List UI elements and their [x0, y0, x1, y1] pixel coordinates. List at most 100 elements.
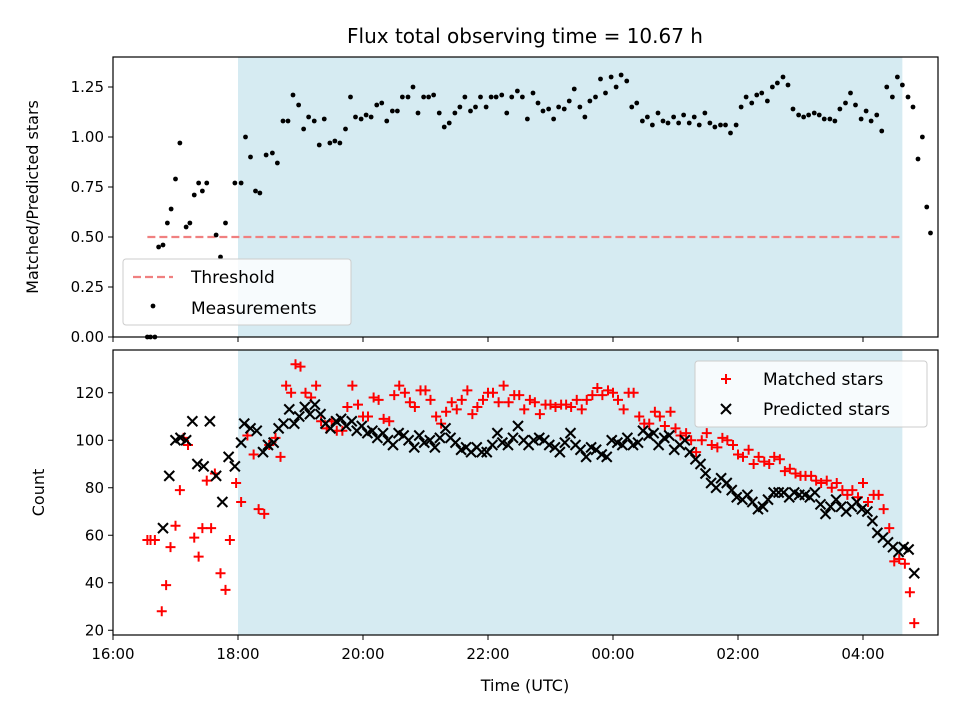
cross-stroke-b — [814, 498, 827, 511]
cross-stroke-b — [244, 422, 257, 435]
measurement-point — [337, 140, 343, 146]
matched-star-point — [456, 394, 467, 405]
measurement-point — [374, 102, 380, 108]
measurement-point — [535, 100, 541, 106]
cross-stroke-b — [585, 441, 597, 454]
predicted-star-point — [574, 444, 587, 456]
matched-star-point — [873, 489, 884, 500]
matched-star-point — [394, 380, 405, 391]
measurement-point — [629, 104, 635, 110]
measurement-point — [743, 94, 749, 100]
measurement-point — [473, 104, 478, 110]
matched-star-point — [342, 402, 353, 412]
measurement-point — [493, 94, 499, 100]
cross-stroke-b — [288, 417, 300, 430]
cross-stroke-b — [799, 489, 811, 501]
measurement-point — [754, 92, 760, 98]
y-tick-label: 120 — [75, 384, 104, 402]
matched-star-point — [446, 397, 457, 408]
measurement-point — [296, 102, 302, 108]
matched-star-point — [806, 470, 817, 481]
threshold-legend-label: Threshold — [190, 268, 275, 288]
cross-stroke-b — [637, 425, 649, 437]
predicted-star-point — [335, 413, 347, 425]
measurement-point — [269, 150, 275, 156]
measurement-point — [811, 110, 817, 116]
cross-stroke-b — [574, 444, 587, 456]
predicted-star-point — [324, 422, 337, 435]
predicted-star-point — [299, 401, 311, 413]
top-x-ticks — [112, 337, 864, 342]
matched-star-point — [831, 478, 842, 488]
cross-stroke-b — [721, 477, 733, 489]
x-tick-label: 04:00 — [841, 645, 884, 663]
measurement-point — [253, 188, 258, 194]
cross-stroke-b — [229, 460, 241, 473]
matched-star-point — [764, 459, 775, 469]
predicted-star-point — [507, 432, 519, 444]
predicted-star-point — [580, 451, 592, 463]
cross-stroke-b — [210, 470, 222, 482]
measurement-point — [177, 140, 183, 146]
measurement-point — [587, 98, 593, 104]
matched-star-point — [665, 406, 676, 417]
measurement-point — [894, 74, 900, 80]
cross-stroke-b — [861, 505, 874, 518]
predicted-star-point — [564, 427, 577, 439]
matched-star-point — [550, 402, 561, 412]
predicted-star-point — [204, 415, 216, 427]
measurement-point — [183, 224, 189, 230]
matched-star-point — [878, 504, 889, 515]
matched-star-point — [534, 409, 545, 420]
predicted-star-point — [601, 451, 613, 463]
y-tick-label: 100 — [75, 431, 104, 449]
predicted-star-point — [439, 422, 452, 435]
predicted-star-point — [387, 439, 399, 451]
measurement-point — [368, 114, 374, 120]
measurement-point — [577, 104, 583, 110]
predicted-star-point — [283, 403, 295, 416]
predicted-legend-swatch — [720, 403, 732, 415]
predicted-star-point — [429, 441, 441, 454]
measurement-point — [790, 106, 796, 112]
matched-star-point — [420, 385, 431, 396]
measurement-point — [405, 94, 411, 100]
predicted-legend-marker — [720, 403, 732, 415]
cross-stroke-b — [684, 446, 696, 458]
matched-star-point — [686, 435, 697, 446]
measurement-point — [204, 180, 210, 186]
measurement-points — [144, 72, 933, 340]
matched-star-point — [259, 508, 270, 519]
matched-star-point — [670, 423, 681, 434]
matched-star-point — [576, 404, 587, 415]
matched-star-point — [644, 418, 655, 429]
top-legend-box — [122, 258, 352, 326]
measurement-point — [238, 180, 244, 186]
cross-stroke-b — [715, 472, 727, 484]
measurement-point — [462, 94, 468, 100]
matched-star-point — [618, 404, 629, 415]
measurement-point — [196, 180, 202, 186]
measurement-point — [843, 100, 848, 106]
cross-stroke-b — [720, 403, 732, 415]
measurement-point — [816, 112, 822, 118]
matched-star-point — [581, 394, 592, 405]
measurement-point — [343, 126, 348, 132]
cross-stroke-b — [476, 446, 488, 458]
measurement-point — [274, 160, 280, 166]
measurement-point — [332, 138, 338, 144]
predicted-star-point — [309, 398, 321, 411]
measurement-point — [879, 128, 885, 134]
matched-star-point — [722, 435, 733, 446]
matched-star-point — [858, 478, 868, 488]
measurement-point — [848, 90, 853, 96]
measurement-point — [321, 116, 327, 122]
measurement-point — [410, 84, 416, 90]
measurement-point — [707, 120, 713, 126]
measurement-point — [884, 84, 890, 90]
predicted-star-point — [356, 420, 368, 432]
matched-star-point — [613, 394, 623, 405]
cross-stroke-b — [908, 567, 920, 579]
matched-star-point — [774, 454, 785, 465]
measurement-point — [384, 118, 390, 124]
